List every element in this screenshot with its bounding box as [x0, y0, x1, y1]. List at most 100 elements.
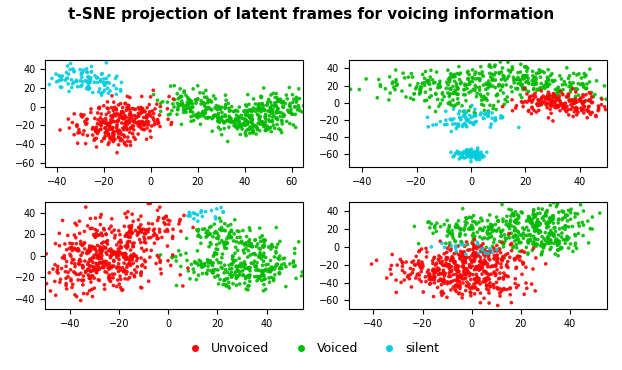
- Point: [165, 111, 175, 117]
- Point: [209, 267, 219, 273]
- Point: [560, 237, 570, 243]
- Point: [88, 268, 98, 273]
- Point: [100, 130, 110, 136]
- Point: [60, 241, 70, 247]
- Point: [220, 277, 230, 283]
- Point: [457, 239, 466, 245]
- Point: [481, 251, 491, 257]
- Point: [526, 236, 536, 242]
- Point: [465, 151, 475, 157]
- Point: [572, 86, 582, 92]
- Point: [126, 228, 136, 234]
- Point: [88, 90, 98, 95]
- Point: [554, 93, 564, 99]
- Point: [118, 108, 128, 114]
- Point: [460, 219, 470, 225]
- Point: [470, 267, 480, 273]
- Point: [498, 258, 508, 264]
- Point: [119, 255, 129, 260]
- Point: [203, 259, 213, 265]
- Point: [223, 234, 233, 240]
- Point: [213, 111, 223, 117]
- Point: [219, 227, 229, 233]
- Point: [235, 132, 245, 138]
- Point: [541, 96, 551, 102]
- Point: [88, 132, 98, 138]
- Point: [566, 102, 576, 108]
- Point: [125, 228, 135, 234]
- Point: [104, 131, 114, 137]
- Point: [116, 129, 126, 135]
- Point: [448, 258, 458, 263]
- Point: [503, 265, 513, 270]
- Point: [88, 126, 98, 132]
- Point: [108, 125, 118, 131]
- Point: [447, 256, 457, 262]
- Point: [437, 97, 447, 103]
- Point: [30, 229, 40, 235]
- Point: [409, 97, 419, 102]
- Point: [220, 277, 230, 283]
- Point: [207, 128, 217, 134]
- Point: [197, 261, 207, 267]
- Point: [258, 101, 267, 107]
- Point: [568, 98, 578, 104]
- Point: [94, 256, 104, 262]
- Point: [220, 112, 230, 118]
- Point: [275, 114, 285, 120]
- Point: [487, 263, 497, 269]
- Point: [488, 77, 498, 83]
- Point: [553, 104, 563, 110]
- Point: [26, 268, 35, 274]
- Point: [148, 115, 158, 121]
- Point: [203, 267, 213, 273]
- Point: [450, 278, 460, 283]
- Point: [80, 240, 90, 246]
- Point: [478, 241, 488, 247]
- Point: [79, 112, 89, 118]
- Point: [201, 87, 211, 93]
- Point: [498, 82, 508, 88]
- Point: [144, 278, 154, 284]
- Point: [111, 249, 121, 255]
- Point: [531, 222, 541, 228]
- Point: [244, 112, 254, 118]
- Point: [83, 250, 93, 256]
- Point: [544, 220, 554, 226]
- Point: [523, 75, 533, 81]
- Point: [494, 239, 504, 245]
- Point: [542, 84, 552, 90]
- Point: [470, 257, 480, 263]
- Point: [74, 272, 84, 278]
- Point: [366, 261, 376, 267]
- Point: [254, 116, 264, 122]
- Point: [450, 78, 460, 84]
- Point: [567, 223, 577, 229]
- Point: [264, 125, 274, 131]
- Point: [428, 260, 438, 266]
- Point: [539, 99, 549, 105]
- Point: [288, 111, 298, 117]
- Point: [498, 65, 508, 71]
- Point: [224, 113, 234, 119]
- Point: [535, 228, 545, 234]
- Point: [273, 97, 283, 103]
- Point: [140, 236, 150, 242]
- Point: [114, 261, 124, 267]
- Point: [463, 81, 473, 87]
- Point: [234, 121, 244, 127]
- Point: [131, 269, 141, 275]
- Point: [126, 226, 136, 232]
- Point: [101, 245, 111, 251]
- Point: [516, 209, 526, 215]
- Point: [446, 149, 456, 155]
- Point: [475, 84, 485, 90]
- Point: [532, 223, 542, 229]
- Point: [510, 257, 520, 263]
- Point: [477, 271, 487, 277]
- Point: [532, 242, 542, 248]
- Point: [453, 96, 463, 102]
- Point: [130, 137, 140, 142]
- Point: [603, 223, 613, 229]
- Point: [125, 139, 135, 145]
